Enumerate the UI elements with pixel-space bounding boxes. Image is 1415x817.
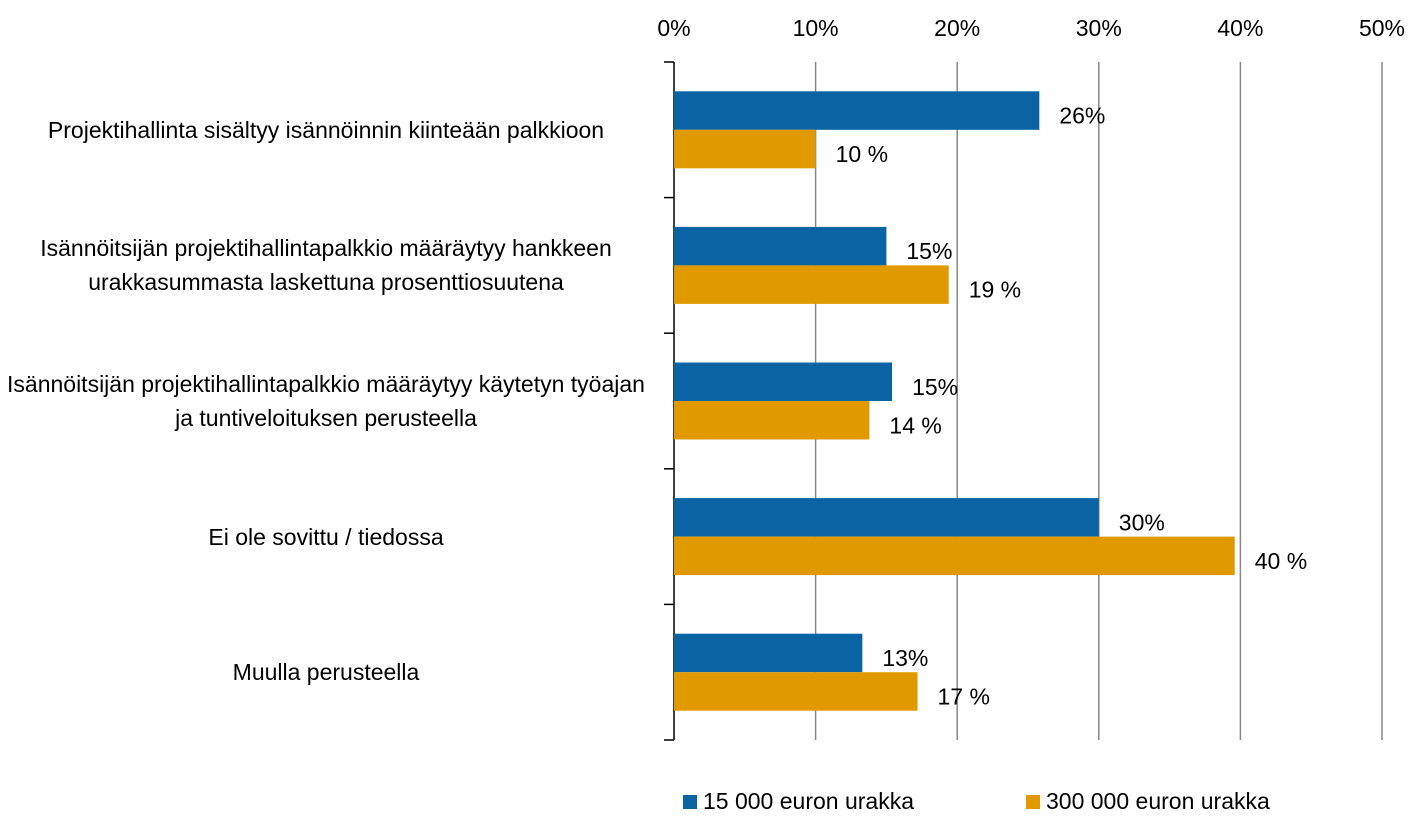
bar bbox=[674, 401, 870, 440]
data-label: 30% bbox=[1119, 509, 1165, 535]
data-label: 40 % bbox=[1255, 548, 1307, 574]
y-tick-label: Isännöitsijän projektihallintapalkkio mä… bbox=[7, 371, 645, 431]
y-tick-label: Projektihallinta sisältyy isännöinnin ki… bbox=[47, 116, 605, 143]
bar bbox=[674, 362, 893, 401]
bar bbox=[674, 226, 887, 266]
legend-label: 15 000 euron urakka bbox=[703, 788, 914, 814]
y-tick-label: Muulla perusteella bbox=[232, 659, 420, 686]
data-label: 19 % bbox=[969, 277, 1021, 303]
data-label: 15% bbox=[912, 374, 958, 400]
x-tick-label: 0% bbox=[657, 15, 690, 41]
y-tick-label: Isännöitsijän projektihallintapalkkio mä… bbox=[40, 235, 612, 296]
data-label: 14 % bbox=[889, 412, 941, 438]
x-tick-label: 20% bbox=[934, 15, 980, 41]
x-tick-label: 50% bbox=[1359, 15, 1405, 41]
y-tick-label: Ei ole sovittu / tiedossa bbox=[208, 523, 444, 550]
x-tick-label: 40% bbox=[1217, 15, 1263, 41]
data-label: 26% bbox=[1059, 103, 1105, 129]
bar bbox=[674, 633, 863, 673]
data-label: 10 % bbox=[836, 141, 888, 167]
bar bbox=[674, 498, 1099, 537]
legend-label: 300 000 euron urakka bbox=[1046, 788, 1270, 814]
legend-swatch bbox=[1026, 795, 1040, 809]
data-label: 13% bbox=[882, 645, 928, 671]
data-label: 17 % bbox=[938, 684, 990, 710]
bar bbox=[674, 129, 816, 169]
x-tick-label: 30% bbox=[1076, 15, 1122, 41]
data-label: 15% bbox=[906, 238, 952, 264]
bar bbox=[674, 265, 949, 304]
x-tick-label: 10% bbox=[793, 15, 839, 41]
bar bbox=[674, 672, 918, 711]
bar bbox=[674, 536, 1235, 576]
legend-swatch bbox=[683, 795, 697, 809]
bar bbox=[674, 91, 1040, 130]
